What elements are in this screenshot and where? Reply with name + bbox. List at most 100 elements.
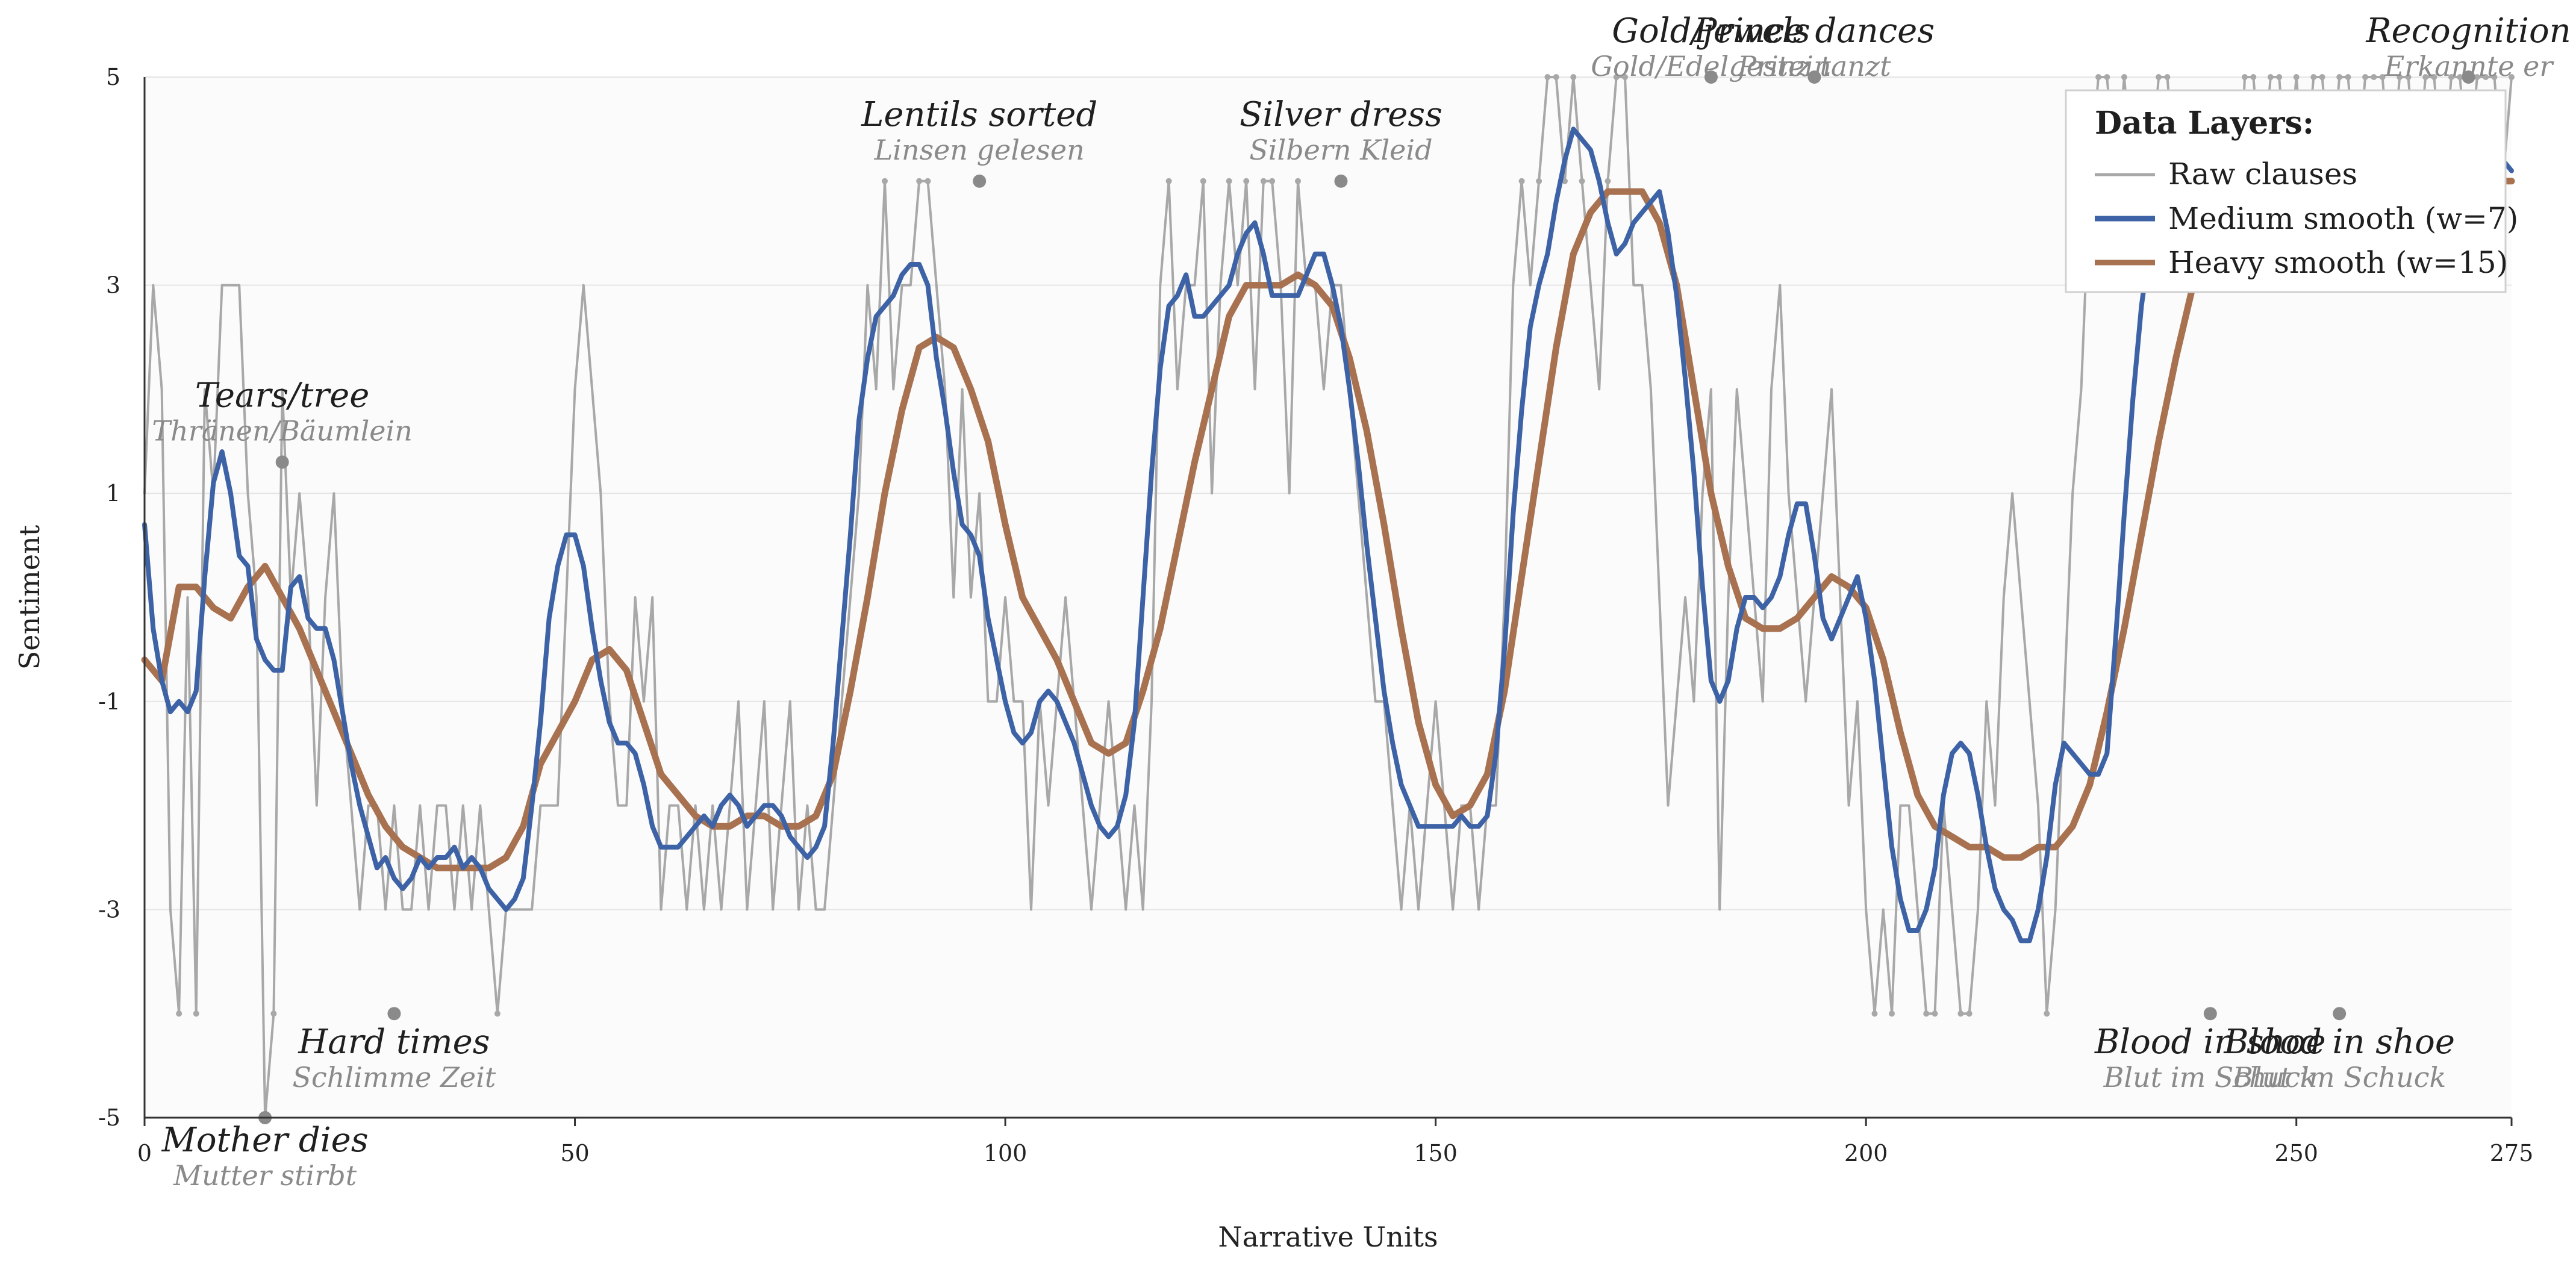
raw-point — [2044, 1010, 2050, 1017]
annotation-label-en: Silver dress — [1240, 95, 1442, 134]
annotation-label-de: Blut im Schuck — [2103, 1061, 2317, 1094]
raw-point — [2267, 74, 2274, 80]
raw-point — [1518, 178, 1525, 184]
x-tick-label: 0 — [137, 1140, 152, 1166]
raw-point — [1605, 178, 1611, 184]
annotation-marker — [1807, 70, 1821, 84]
raw-point — [2509, 74, 2515, 80]
raw-point — [2483, 74, 2489, 80]
annotation-label-de: Thränen/Bäumlein — [152, 414, 412, 447]
annotation-label-en: Blood in shoe — [2094, 1023, 2326, 1062]
annotation-label-de: Linsen gelesen — [874, 134, 1085, 166]
raw-point — [1966, 1010, 1973, 1017]
raw-point — [1165, 178, 1172, 184]
raw-point — [2405, 74, 2412, 80]
y-axis-title: Sentiment — [13, 525, 46, 670]
raw-point — [2448, 74, 2454, 80]
raw-point — [916, 178, 923, 184]
legend-label-heavy: Heavy smooth (w=15) — [2168, 245, 2508, 280]
x-tick-label: 200 — [1844, 1140, 1888, 1166]
raw-point — [2422, 74, 2429, 80]
annotation-label-en: Lentils sorted — [861, 95, 1097, 134]
legend-label-raw: Raw clauses — [2168, 157, 2357, 191]
raw-point — [2276, 74, 2283, 80]
raw-point — [1889, 1010, 1895, 1017]
annotation-marker — [2203, 1007, 2217, 1021]
annotation-marker — [1704, 70, 1718, 84]
raw-point — [193, 1010, 199, 1017]
raw-point — [1562, 178, 1568, 184]
raw-point — [2336, 74, 2343, 80]
raw-point — [2293, 74, 2300, 80]
annotation-label-en: Hard times — [298, 1023, 490, 1062]
y-tick-label: 1 — [106, 480, 120, 506]
raw-point — [1923, 1010, 1930, 1017]
raw-point — [2474, 74, 2480, 80]
annotation-marker — [2333, 1007, 2347, 1021]
raw-point — [1613, 74, 1620, 80]
raw-point — [2241, 74, 2248, 80]
raw-point — [1269, 178, 1276, 184]
legend: Data Layers: Raw clauses Medium smooth (… — [2065, 89, 2518, 293]
y-tick-label: -5 — [98, 1104, 120, 1131]
annotation-marker — [973, 174, 987, 188]
annotation-label-de: Gold/Edelgestein — [1591, 50, 1831, 83]
raw-point — [2095, 74, 2102, 80]
annotation-label-de: Erkannte er — [2384, 50, 2555, 83]
raw-point — [1553, 74, 1559, 80]
raw-point — [2491, 74, 2498, 80]
raw-point — [2104, 74, 2110, 80]
raw-point — [1200, 178, 1206, 184]
raw-point — [925, 178, 931, 184]
raw-point — [2310, 74, 2317, 80]
raw-point — [2397, 74, 2403, 80]
annotation-marker — [2462, 70, 2475, 84]
series-line-medium — [142, 126, 2514, 944]
y-tick-label: 5 — [106, 64, 120, 90]
raw-point — [270, 1010, 277, 1017]
annotation-label-de: Schlimme Zeit — [293, 1061, 496, 1094]
annotation-label-de: Prinz tanzt — [1737, 50, 1891, 83]
y-tick-label: -3 — [98, 896, 120, 923]
raw-point — [2250, 74, 2257, 80]
raw-point — [494, 1010, 501, 1017]
x-tick-label: 275 — [2490, 1140, 2534, 1166]
raw-point — [1294, 178, 1301, 184]
raw-point — [1243, 178, 1250, 184]
annotation-markers — [258, 70, 2475, 1124]
raw-point — [1260, 178, 1267, 184]
annotation-label-de: Mutter stirbt — [173, 1159, 357, 1192]
raw-point — [1579, 178, 1585, 184]
annotation-label-en: Prince dances — [1694, 11, 1935, 51]
raw-point — [2457, 74, 2463, 80]
annotation-label-en: Blood in shoe — [2223, 1023, 2455, 1062]
y-tick-label: 3 — [106, 272, 120, 299]
x-tick-label: 250 — [2274, 1140, 2318, 1166]
annotation-label-en: Mother dies — [161, 1121, 369, 1160]
annotation-marker — [275, 455, 289, 469]
x-tick-label: 50 — [560, 1140, 589, 1166]
annotation-marker — [387, 1007, 401, 1021]
raw-point — [2362, 74, 2369, 80]
annotation-marker — [1334, 174, 1348, 188]
raw-point — [1226, 178, 1232, 184]
raw-point — [2319, 74, 2325, 80]
raw-point — [2379, 74, 2386, 80]
x-tick-label: 100 — [984, 1140, 1028, 1166]
raw-point — [2156, 74, 2162, 80]
raw-point — [2431, 74, 2437, 80]
raw-point — [882, 178, 888, 184]
annotation-label-en: Gold/jewels — [1612, 11, 1810, 51]
raw-point — [2121, 74, 2127, 80]
annotation-label-en: Recognition — [2365, 11, 2571, 51]
raw-point — [1622, 74, 1629, 80]
raw-point — [2345, 74, 2351, 80]
series-line-heavy — [141, 178, 2515, 871]
raw-point — [1536, 178, 1542, 184]
raw-point — [1570, 74, 1577, 80]
legend-box — [2065, 89, 2507, 293]
annotation-label-de: Silbern Kleid — [1249, 134, 1432, 166]
raw-point — [2164, 74, 2171, 80]
